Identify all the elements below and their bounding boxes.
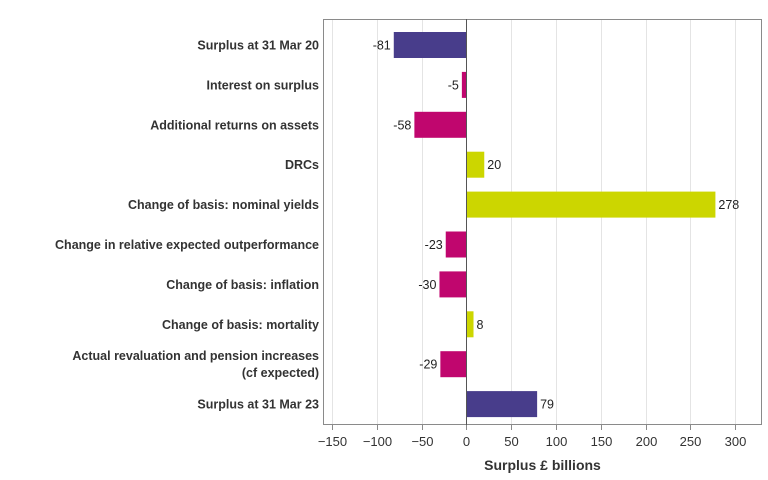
- bars: [393, 32, 716, 418]
- x-tick-label: −150: [318, 434, 347, 449]
- x-tick-label: 0: [463, 434, 470, 449]
- category-label: Additional returns on assets: [150, 118, 319, 132]
- plot-frame: [323, 19, 762, 425]
- category-label: (cf expected): [242, 366, 319, 380]
- category-label: DRCs: [285, 158, 319, 172]
- x-axis-ticks: −150 −100 −50 0 50 100 150 200 250 300: [318, 425, 747, 449]
- data-label: 8: [477, 318, 484, 332]
- data-labels: -81 -5 -58 20 278 -23 -30 8 -29 79: [373, 39, 740, 412]
- x-axis-title: Surplus £ billions: [484, 457, 601, 473]
- gridlines: [332, 19, 736, 425]
- bar: [466, 151, 485, 178]
- x-tick-label: 100: [546, 434, 568, 449]
- category-label: Change in relative expected outperforman…: [55, 238, 319, 252]
- bar: [466, 391, 538, 418]
- bar: [440, 351, 467, 378]
- data-label: -58: [393, 118, 411, 132]
- data-label: 278: [718, 198, 739, 212]
- category-label: Surplus at 31 Mar 23: [197, 398, 319, 412]
- category-labels: Surplus at 31 Mar 20 Interest on surplus A…: [55, 39, 319, 412]
- data-label: -5: [448, 78, 459, 92]
- data-label: 20: [487, 158, 501, 172]
- category-label: Change of basis: mortality: [162, 318, 319, 332]
- x-tick-label: 300: [725, 434, 747, 449]
- bar: [461, 71, 467, 98]
- category-label: Change of basis: inflation: [166, 278, 319, 292]
- category-label: Surplus at 31 Mar 20: [197, 39, 319, 53]
- bar: [414, 111, 467, 138]
- x-tick-label: 200: [636, 434, 658, 449]
- data-label: -29: [419, 358, 437, 372]
- data-label: -30: [418, 278, 436, 292]
- x-tick-label: 50: [504, 434, 518, 449]
- category-label: Interest on surplus: [206, 78, 319, 92]
- data-label: -23: [425, 238, 443, 252]
- bar: [466, 191, 716, 218]
- bar: [445, 231, 467, 258]
- category-label: Actual revaluation and pension increases: [72, 349, 319, 363]
- x-tick-label: −50: [411, 434, 433, 449]
- bar: [393, 32, 467, 58]
- data-label: 79: [540, 398, 554, 412]
- category-label: Change of basis: nominal yields: [128, 198, 319, 212]
- bar: [439, 271, 467, 298]
- data-label: -81: [373, 39, 391, 53]
- x-tick-label: 250: [680, 434, 702, 449]
- bar: [466, 311, 474, 338]
- x-tick-label: −100: [363, 434, 392, 449]
- x-tick-label: 150: [591, 434, 613, 449]
